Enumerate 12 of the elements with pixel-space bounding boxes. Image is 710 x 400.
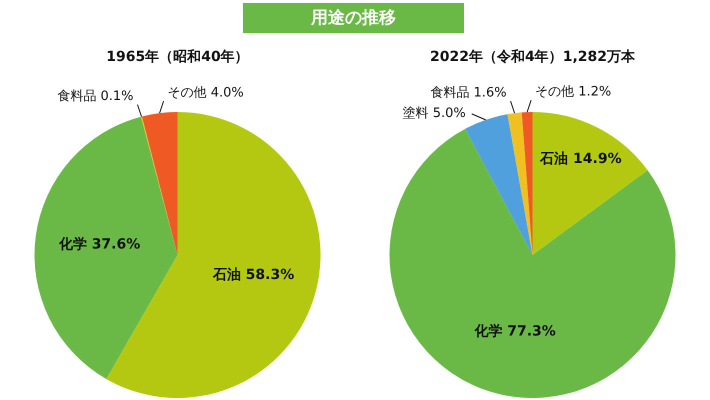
chart-title: 1965年（昭和40年） (105, 48, 250, 66)
slice-label: その他 1.2% (535, 84, 612, 100)
text: 用途の推移 (243, 3, 464, 33)
chart-title: 2022年（令和4年）1,282万本 (429, 48, 636, 66)
slice-label: 化学 37.6% (58, 236, 140, 252)
slice-label: 石油 14.9% (539, 150, 622, 167)
slice-label: 塗料 5.0% (402, 106, 466, 122)
slice-label: 化学 77.3% (473, 323, 556, 340)
slice-label: 食料品 1.6% (430, 86, 507, 101)
slice-label: 食料品 0.1% (57, 88, 134, 104)
slice-label: 石油 58.3% (212, 266, 294, 283)
slice-label: その他 4.0% (168, 86, 244, 101)
